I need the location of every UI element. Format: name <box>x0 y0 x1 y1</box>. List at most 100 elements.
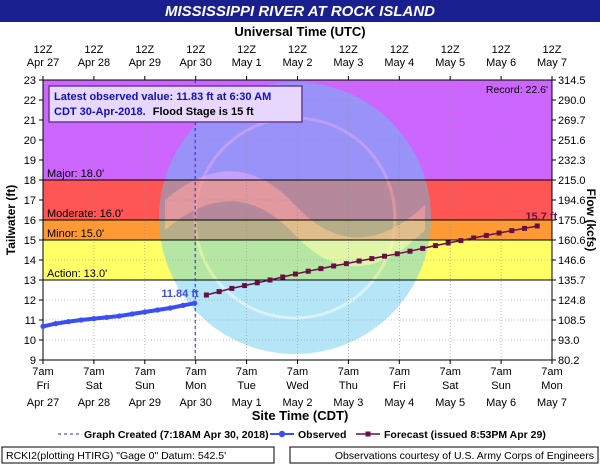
bottom-tick-date: May 6 <box>486 397 516 409</box>
top-tick-hour: 12Z <box>441 44 460 56</box>
observed-point <box>40 323 46 329</box>
bottom-tick-date: May 5 <box>435 397 465 409</box>
footer-left-box <box>1 446 275 464</box>
top-tick-date: Apr 28 <box>78 57 110 69</box>
chart-title: MISSISSIPPI RIVER AT ROCK ISLAND <box>165 3 435 20</box>
noaa-watermark-icon <box>159 82 431 354</box>
forecast-point <box>483 232 489 238</box>
flood-category-lines <box>43 179 552 281</box>
bottom-tick-time: 7am <box>287 366 308 378</box>
record-label: Record: 22.6' <box>486 84 548 96</box>
observed-series <box>40 300 198 329</box>
info-line1: Latest observed value: 11.83 ft at 6:30 … <box>54 91 271 103</box>
y2-axis-ticks: 80.2 93.0 108.5 124.8 135.7 146.6 160.6 175.0 19… <box>552 75 586 367</box>
observed-point <box>154 307 161 313</box>
bottom-tick-time: 7am <box>439 366 460 378</box>
observed-point <box>180 302 186 308</box>
y-tick-label: 22 <box>24 95 36 107</box>
top-tick-date: May 1 <box>232 57 262 69</box>
y-tick-label: 18 <box>24 175 36 187</box>
bottom-tick-day: Tue <box>237 380 256 392</box>
observed-point <box>104 314 110 320</box>
y-tick-label: 11 <box>25 315 36 327</box>
top-tick-hour: 12Z <box>186 44 205 56</box>
bottom-tick-date: May 7 <box>537 397 567 409</box>
y2-axis-title: Flow (kcfs) <box>584 189 598 252</box>
bottom-tick-day: Mon <box>541 380 562 392</box>
bottom-tick-date: Apr 29 <box>129 397 161 409</box>
category-label-major: Major: 18.0' <box>47 168 104 180</box>
observed-point <box>65 319 72 325</box>
bottom-tick-day: Mon <box>185 380 206 392</box>
forecast-point <box>509 228 515 234</box>
top-tick-date: May 7 <box>537 57 567 69</box>
legend-observed-marker <box>278 430 286 438</box>
bottom-tick-time: 7am <box>389 366 410 378</box>
observed-point <box>129 311 135 317</box>
flood-category-labels: Major: 18.0' Moderate: 16.0' Minor: 15.0' A… <box>47 168 123 280</box>
footer-datum-text: RCKI2(plotting HTIRG) "Gage 0" Datum: 54… <box>6 450 226 462</box>
category-label-action: Action: 13.0' <box>47 268 107 280</box>
top-tick-hour: 12Z <box>237 44 256 56</box>
forecast-point <box>407 248 413 254</box>
top-tick-hour: 12Z <box>84 44 103 56</box>
forecast-point <box>254 280 260 286</box>
forecast-point <box>292 271 298 277</box>
bottom-tick-day: Wed <box>286 380 308 392</box>
top-tick-date: May 5 <box>435 57 465 69</box>
forecast-series <box>203 223 540 298</box>
forecast-point <box>318 266 324 272</box>
forecast-point <box>522 225 528 231</box>
forecast-last-value-label: 15.7 ft <box>525 211 557 223</box>
y2-tick-label: 251.6 <box>558 135 586 147</box>
legend-forecast: Forecast (issued 8:53PM Apr 29) <box>384 429 546 441</box>
top-tick-date: May 4 <box>384 57 414 69</box>
y2-tick-label: 290.0 <box>558 95 586 107</box>
info-line2: CDT 30-Apr-2018. Flood Stage is 15 ft <box>54 106 254 118</box>
y2-tick-label: 232.3 <box>558 155 586 167</box>
y2-tick-label: 194.6 <box>558 195 586 207</box>
bottom-tick-date: Apr 28 <box>78 397 110 409</box>
top-tick-hour: 12Z <box>390 44 409 56</box>
top-tick-date: May 6 <box>486 57 516 69</box>
observed-point <box>142 309 148 315</box>
forecast-point <box>432 243 438 249</box>
bottom-tick-date: Apr 27 <box>27 397 59 409</box>
bottom-tick-time: 7am <box>185 366 206 378</box>
y-tick-label: 12 <box>24 295 36 307</box>
forecast-point <box>203 292 209 298</box>
bottom-axis-title: Site Time (CDT) <box>252 408 349 423</box>
category-label-moderate: Moderate: 16.0' <box>47 208 123 220</box>
y-tick-label: 10 <box>24 335 36 347</box>
observed-point <box>192 300 198 306</box>
bottom-tick-date: May 3 <box>333 397 363 409</box>
y2-tick-label: 124.8 <box>558 295 586 307</box>
top-tick-date: May 2 <box>283 57 313 69</box>
forecast-point <box>267 277 273 283</box>
forecast-point <box>445 240 451 246</box>
bottom-tick-time: 7am <box>490 366 511 378</box>
y-tick-label: 23 <box>24 75 36 87</box>
info-line2-suffix: Flood Stage is 15 ft <box>153 106 254 118</box>
top-tick-date: May 3 <box>333 57 363 69</box>
bottom-tick-day: Sun <box>135 380 155 392</box>
bottom-tick-day: Thu <box>339 380 358 392</box>
observed-point <box>116 313 122 319</box>
forecast-point <box>242 283 248 289</box>
top-tick-date: Apr 27 <box>27 57 59 69</box>
y-axis-ticks: 9 10 11 12 13 14 15 16 17 18 19 20 21 22 23 <box>24 75 43 367</box>
forecast-point <box>534 223 540 229</box>
title-bar <box>0 0 600 22</box>
y-tick-label: 13 <box>24 275 36 287</box>
y2-tick-label: 80.2 <box>558 355 579 367</box>
forecast-point <box>229 285 235 291</box>
bottom-tick-day: Fri <box>393 380 406 392</box>
y2-tick-label: 314.5 <box>558 75 586 87</box>
forecast-point <box>356 258 362 264</box>
bottom-tick-time: 7am <box>541 366 562 378</box>
bottom-tick-date: May 4 <box>384 397 414 409</box>
legend-graph-created: Graph Created (7:18AM Apr 30, 2018) <box>84 429 269 441</box>
observed-last-value-label: 11.84 ft <box>161 288 199 300</box>
bottom-tick-time: 7am <box>338 366 359 378</box>
